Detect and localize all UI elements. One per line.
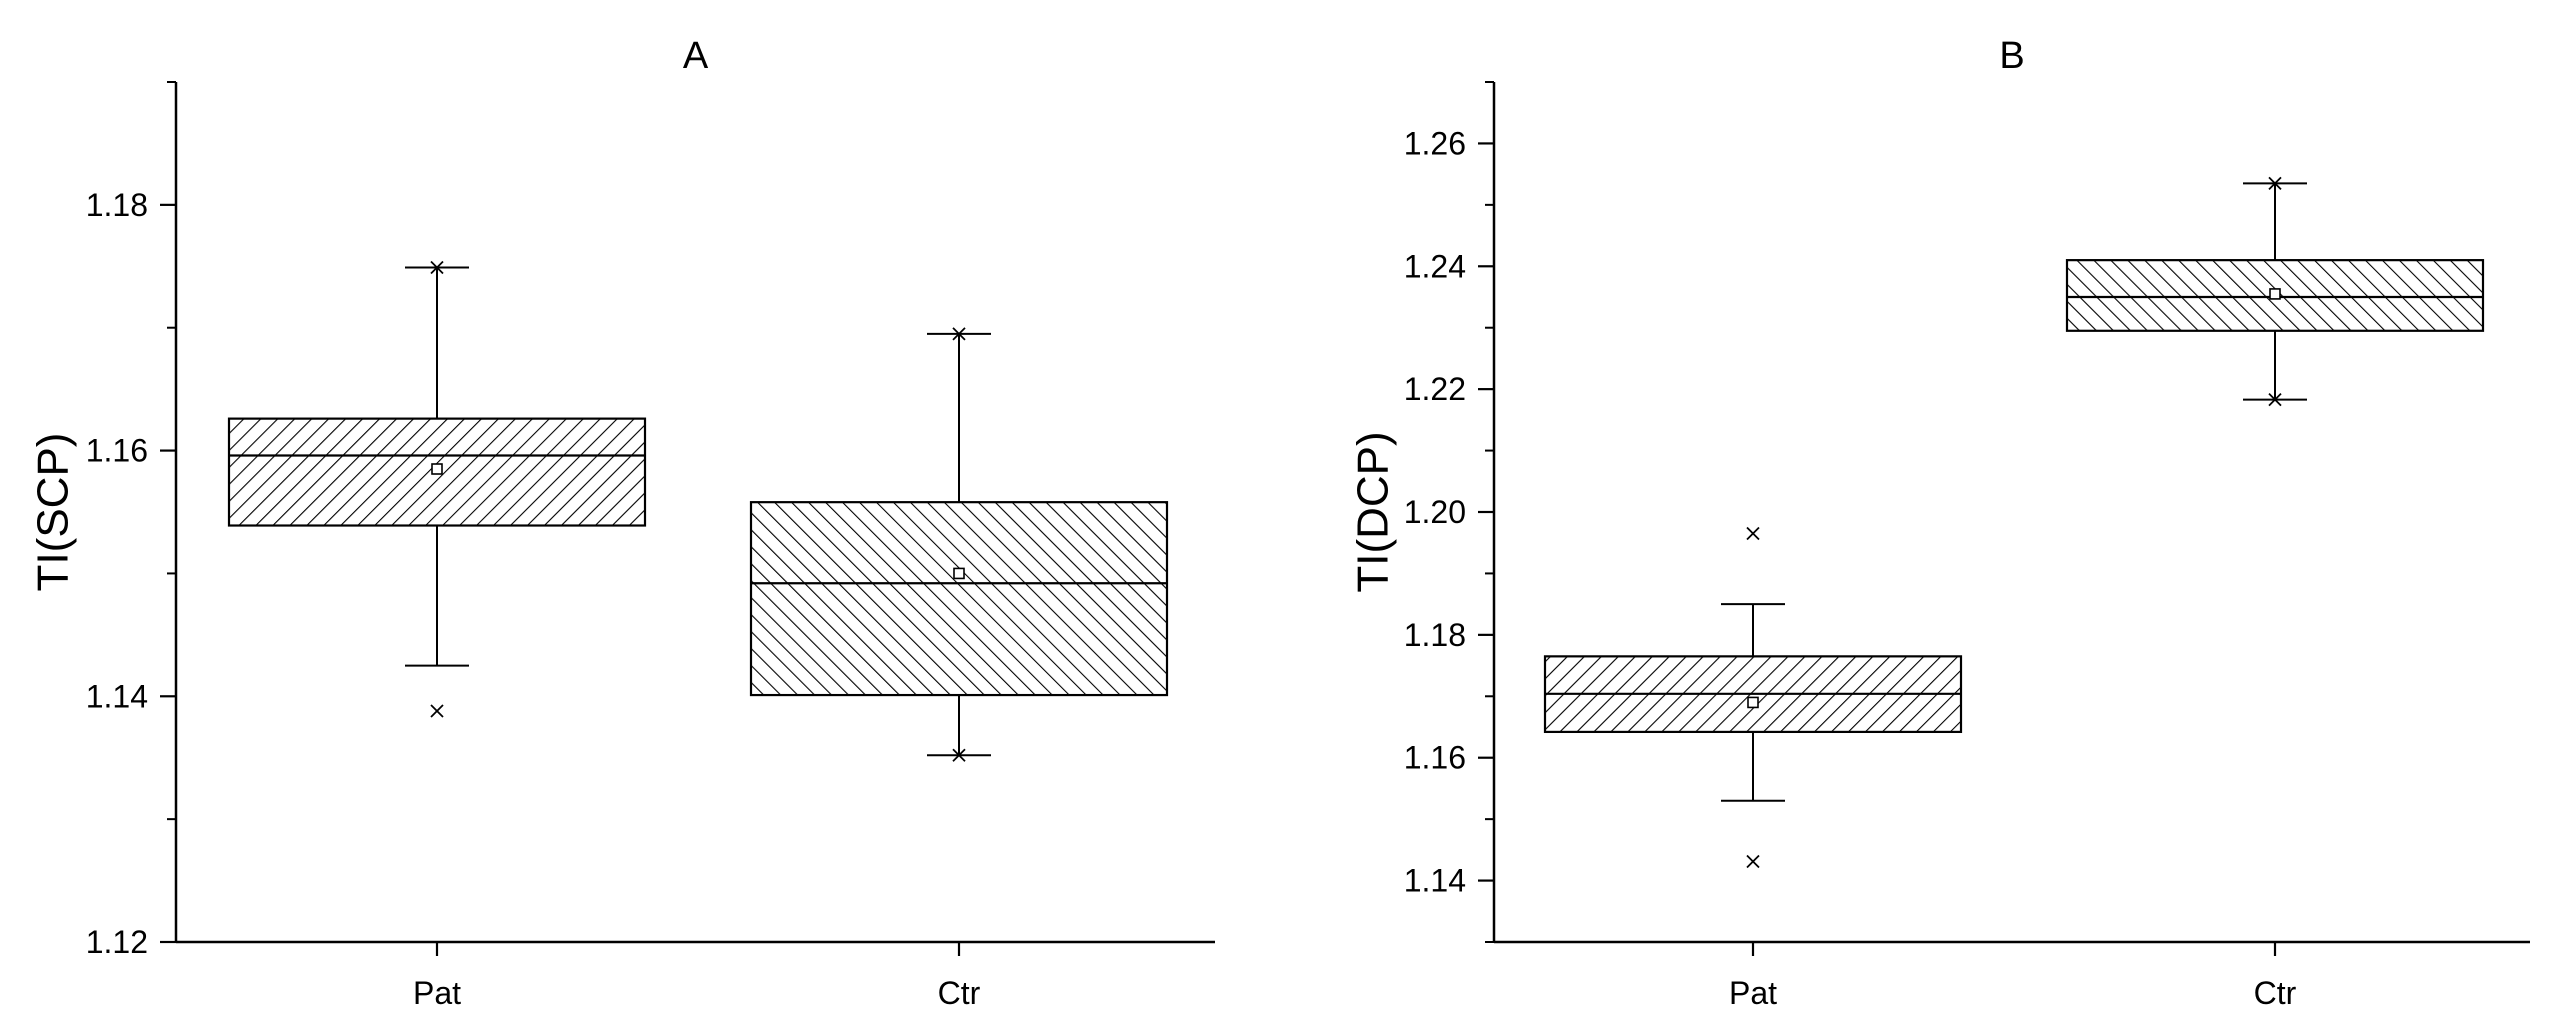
min-marker bbox=[430, 704, 444, 718]
mean-marker bbox=[953, 567, 965, 580]
max-marker bbox=[952, 327, 966, 341]
x-tick-label: Ctr bbox=[938, 975, 981, 1011]
x-tick-label: Pat bbox=[413, 975, 461, 1011]
y-tick-label: 1.26 bbox=[1404, 125, 1466, 161]
max-marker-stroke bbox=[952, 327, 966, 341]
mean-marker bbox=[431, 463, 443, 475]
max-marker bbox=[2268, 176, 2282, 190]
mean-marker bbox=[1747, 696, 1759, 709]
y-tick-label: 1.16 bbox=[86, 433, 148, 469]
panel-title: A bbox=[683, 35, 709, 77]
box-ctr bbox=[2065, 176, 2485, 407]
mean-marker bbox=[2269, 288, 2281, 300]
y-axis-title: TI(DCP) bbox=[1349, 431, 1398, 592]
panel-b: 1.14 1.16 1.18 1.20 1.22 1.24 1.26 Pat Ctr B TI(DC… bbox=[1349, 35, 2530, 1011]
min-marker-stroke bbox=[1746, 854, 1760, 869]
panel-title: B bbox=[1999, 35, 2024, 77]
x-tick-label: Pat bbox=[1729, 975, 1777, 1011]
min-marker-stroke bbox=[2268, 392, 2282, 407]
y-tick-label: 1.12 bbox=[86, 924, 148, 960]
y-tick-label: 1.14 bbox=[1404, 863, 1466, 899]
y-tick-label: 1.18 bbox=[1404, 617, 1466, 653]
box-pat bbox=[227, 260, 647, 718]
y-tick-label: 1.16 bbox=[1404, 740, 1466, 776]
min-marker-stroke bbox=[952, 748, 966, 762]
min-marker bbox=[952, 748, 966, 762]
x-tick-label: Ctr bbox=[2254, 975, 2297, 1011]
min-marker-stroke bbox=[430, 704, 444, 718]
box-ctr bbox=[749, 327, 1169, 762]
max-marker bbox=[1746, 526, 1760, 541]
y-tick-label: 1.22 bbox=[1404, 371, 1466, 407]
iqr-box bbox=[749, 501, 1169, 697]
min-marker bbox=[2268, 392, 2282, 407]
y-tick-label: 1.24 bbox=[1404, 248, 1466, 284]
y-tick-label: 1.18 bbox=[86, 187, 148, 223]
y-axis-title: TI(SCP) bbox=[29, 433, 78, 592]
box-pat bbox=[1543, 526, 1963, 869]
max-marker bbox=[430, 260, 444, 275]
max-marker-stroke bbox=[1746, 526, 1760, 541]
panel-a: 1.12 1.14 1.16 1.18 Pat Ctr A TI(SCP) bbox=[29, 35, 1215, 1011]
max-marker-stroke bbox=[430, 260, 444, 275]
y-tick-label: 1.14 bbox=[86, 678, 148, 714]
min-marker bbox=[1746, 854, 1760, 869]
max-marker-stroke bbox=[2268, 176, 2282, 190]
y-tick-label: 1.20 bbox=[1404, 494, 1466, 530]
